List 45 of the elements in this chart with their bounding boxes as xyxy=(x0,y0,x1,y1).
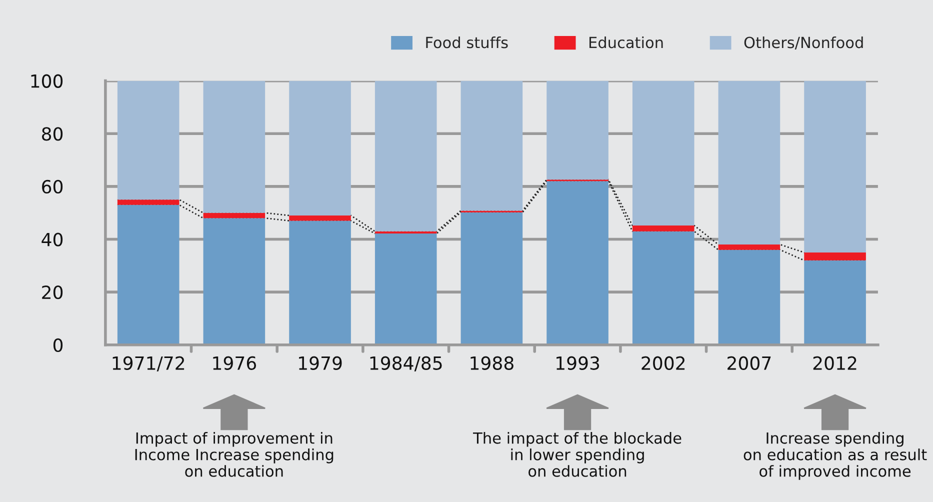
bar xyxy=(374,233,437,345)
bar xyxy=(460,80,523,211)
legend-label: Education xyxy=(589,36,663,48)
bar xyxy=(804,80,866,252)
y-tick-label: 20 xyxy=(42,286,63,300)
bar xyxy=(374,80,437,232)
x-tick-label: 1971/72 xyxy=(112,356,184,372)
x-tick-label: 2007 xyxy=(728,356,771,370)
legend-label: Food stuffs xyxy=(426,36,508,48)
bar xyxy=(632,226,694,232)
y-tick-label: 0 xyxy=(53,338,63,352)
x-tick-label: 2012 xyxy=(813,356,856,370)
x-tick-label: 1979 xyxy=(299,356,342,370)
x-tick-label: 1988 xyxy=(470,356,514,370)
text: The impact of the blockade in lower spending on education xyxy=(473,432,682,477)
x-tick-label: 1993 xyxy=(556,356,600,370)
bar xyxy=(546,80,608,180)
bar xyxy=(203,80,266,213)
bar xyxy=(117,204,180,345)
y-tick-label: 60 xyxy=(42,180,63,194)
x-tick-label: 1984/85 xyxy=(370,356,442,372)
bar xyxy=(718,244,780,250)
bar xyxy=(546,181,608,345)
bar xyxy=(289,80,351,216)
x-tick-label: 2002 xyxy=(642,356,685,370)
bar xyxy=(117,200,180,205)
bar xyxy=(718,80,780,245)
y-tick-label: 80 xyxy=(42,127,63,141)
text: Increase spending on education as a result of improved income xyxy=(744,432,927,480)
y-tick-label: 40 xyxy=(42,232,63,246)
bar xyxy=(203,218,266,345)
bar xyxy=(804,260,866,345)
x-tick-label: 1976 xyxy=(213,356,256,370)
bar xyxy=(289,215,351,221)
bar xyxy=(718,250,780,345)
text: Impact of improvement in Income Increase spending on education xyxy=(135,432,334,477)
bar xyxy=(203,212,266,218)
bar xyxy=(632,80,694,226)
legend-label: Others/Nonfood xyxy=(744,36,863,50)
bar xyxy=(460,212,523,345)
bar xyxy=(804,252,866,260)
bar xyxy=(289,220,351,345)
bar xyxy=(632,231,694,345)
bar xyxy=(117,80,180,200)
y-tick-label: 100 xyxy=(31,74,63,88)
